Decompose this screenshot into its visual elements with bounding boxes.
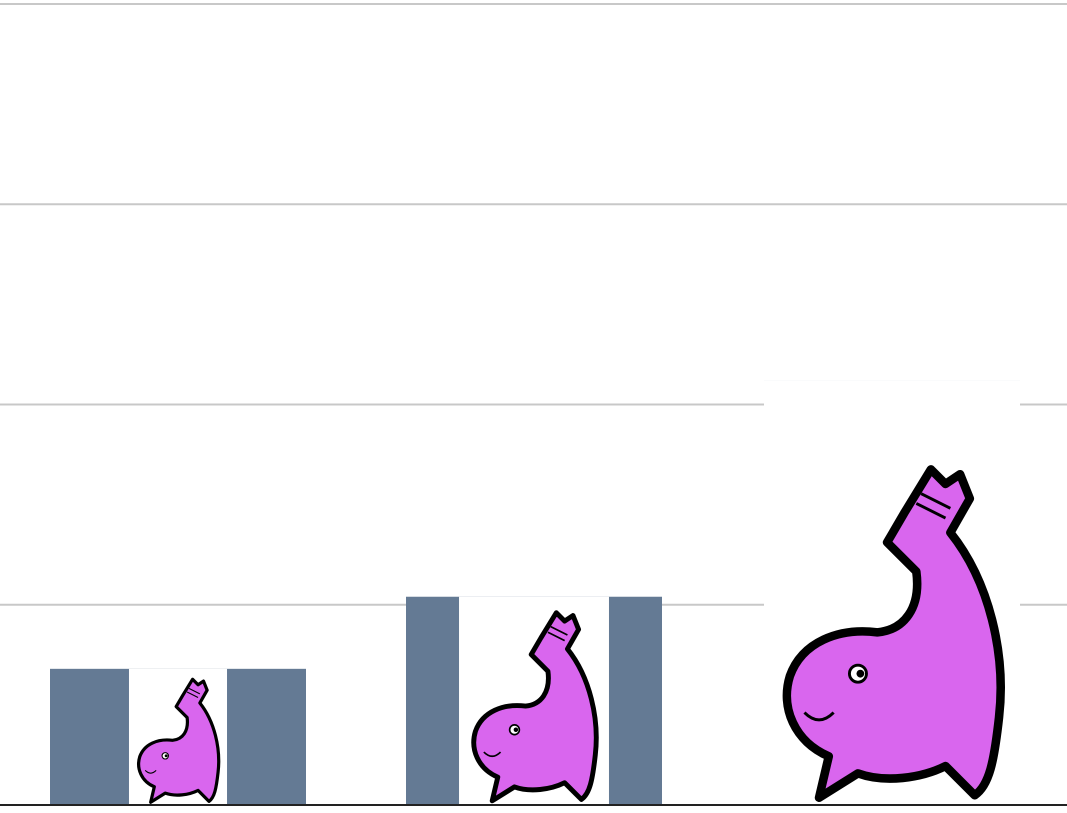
- seal-pupil: [164, 754, 168, 758]
- seal-fin-lines: [186, 687, 201, 698]
- seal-pupil: [856, 669, 865, 678]
- seal-mouth: [144, 769, 157, 774]
- seal-icon: [137, 677, 221, 804]
- seal-fin-lines: [915, 492, 952, 520]
- seal-body: [137, 677, 221, 804]
- seal-fin-lines: [547, 625, 568, 642]
- seal-icon: [782, 465, 1005, 802]
- seal-mouth: [803, 711, 835, 722]
- seal-mouth: [483, 751, 502, 758]
- seal-pupil: [513, 727, 519, 732]
- seal-body: [471, 610, 599, 804]
- seal-icon: [471, 610, 599, 804]
- seal-body: [782, 465, 1005, 802]
